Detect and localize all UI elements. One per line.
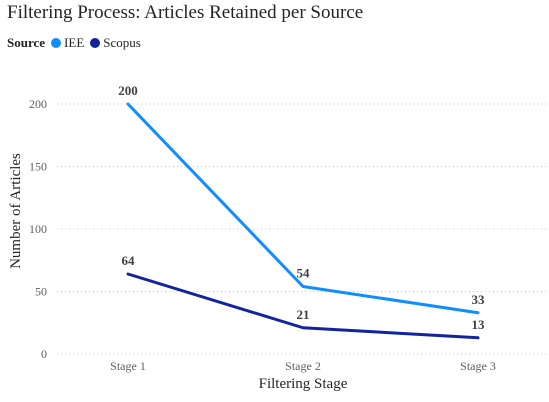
x-tick-label: Stage 3 bbox=[460, 359, 496, 373]
series-line-scopus[interactable] bbox=[126, 272, 480, 340]
data-label-iee: 54 bbox=[297, 266, 311, 281]
y-tick-label: 150 bbox=[29, 160, 47, 174]
y-axis-ticks: 0 50 100 150 200 bbox=[29, 97, 47, 361]
legend-item-scopus[interactable]: Scopus bbox=[90, 35, 141, 51]
y-tick-label: 100 bbox=[29, 222, 47, 236]
y-tick-label: 0 bbox=[41, 347, 47, 361]
data-label-scopus: 13 bbox=[472, 317, 486, 332]
x-tick-label: Stage 2 bbox=[285, 359, 321, 373]
x-axis-ticks: Stage 1 Stage 2 Stage 3 bbox=[110, 359, 496, 373]
legend-marker-scopus bbox=[90, 38, 101, 48]
data-label-iee: 33 bbox=[472, 292, 486, 307]
legend-item-iee[interactable]: IEE bbox=[51, 35, 84, 51]
y-tick-label: 200 bbox=[29, 97, 47, 111]
legend-title: Source bbox=[7, 35, 46, 50]
x-axis-title: Filtering Stage bbox=[259, 376, 348, 392]
y-axis-title: Number of Articles bbox=[8, 153, 24, 269]
data-label-scopus: 64 bbox=[122, 253, 136, 268]
legend-label-iee: IEE bbox=[64, 35, 85, 50]
legend-label-scopus: Scopus bbox=[103, 35, 141, 50]
chart-title: Filtering Process: Articles Retained per… bbox=[7, 2, 364, 23]
legend-marker-iee bbox=[51, 38, 62, 48]
series-line-iee[interactable] bbox=[126, 102, 480, 315]
series-lines bbox=[126, 102, 480, 340]
x-tick-label: Stage 1 bbox=[110, 359, 146, 373]
data-label-iee: 200 bbox=[118, 83, 138, 98]
legend: Source IEE Scopus bbox=[7, 35, 147, 51]
y-tick-label: 50 bbox=[35, 285, 47, 299]
data-labels: 200 54 33 64 21 13 bbox=[118, 83, 485, 332]
data-label-scopus: 21 bbox=[297, 307, 310, 322]
